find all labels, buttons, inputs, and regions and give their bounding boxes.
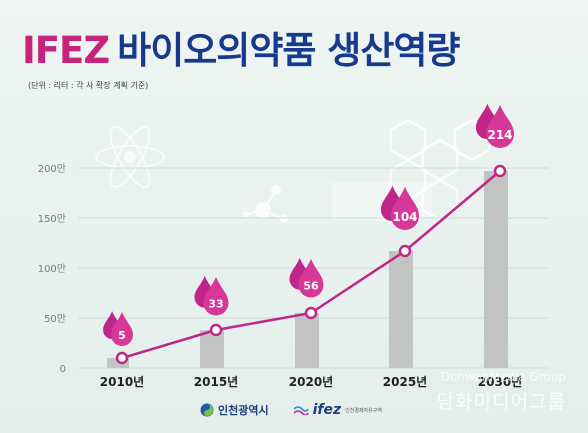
molecule-deco-icon bbox=[243, 185, 288, 223]
data-label: 214 bbox=[475, 103, 514, 148]
line-point bbox=[304, 306, 318, 320]
bar bbox=[200, 330, 224, 368]
data-label-value: 5 bbox=[118, 329, 126, 342]
ifez-subtitle: 인천경제자유구역 bbox=[345, 407, 382, 414]
data-label: 104 bbox=[380, 185, 419, 230]
incheon-name: 인천광역시 bbox=[218, 404, 269, 417]
bar bbox=[107, 358, 129, 368]
y-tick-label: 0 bbox=[60, 364, 66, 375]
x-tick-label: 2025년 bbox=[383, 375, 427, 389]
line-series bbox=[115, 164, 507, 365]
watermark-english: DonwahMedia Group bbox=[440, 370, 566, 384]
incheon-emblem-icon bbox=[200, 403, 214, 417]
watermark-korean: 담화미디어그룹 bbox=[436, 391, 566, 413]
x-tick-label: 2030년 bbox=[478, 375, 522, 389]
y-tick-label: 50만 bbox=[44, 313, 66, 325]
bar bbox=[484, 171, 508, 368]
bar bbox=[389, 251, 413, 368]
line-point bbox=[398, 244, 412, 258]
data-labels: 5 33 56 104 214 bbox=[103, 103, 514, 346]
line-point bbox=[493, 164, 507, 178]
data-label-value: 214 bbox=[487, 128, 512, 142]
bar bbox=[295, 313, 319, 368]
line-point bbox=[115, 351, 129, 365]
bars bbox=[107, 171, 508, 368]
ifez-wave-icon bbox=[293, 406, 309, 415]
unit-note: (단위 : 리터 : 각 사 확장 계획 기준) bbox=[28, 81, 149, 90]
data-label: 33 bbox=[194, 275, 229, 316]
decoration bbox=[95, 118, 491, 223]
data-label-value: 56 bbox=[303, 279, 319, 292]
page-title: IFEZ 바이오의약품 생산역량 bbox=[22, 20, 460, 74]
footer-logos: 인천광역시 ifez 인천경제자유구역 bbox=[200, 402, 382, 418]
ifez-logo: ifez 인천경제자유구역 bbox=[293, 402, 382, 418]
ifez-wordmark: ifez bbox=[312, 402, 342, 418]
x-tick-label: 2020년 bbox=[289, 375, 333, 389]
y-tick-label: 200만 bbox=[38, 163, 66, 175]
data-label-value: 33 bbox=[208, 297, 223, 310]
atom-deco-icon bbox=[95, 126, 165, 188]
data-label-value: 104 bbox=[392, 210, 417, 224]
data-label: 56 bbox=[289, 257, 324, 298]
title-brand: IFEZ bbox=[22, 29, 110, 72]
y-tick-label: 150만 bbox=[38, 213, 66, 225]
x-tick-label: 2010년 bbox=[100, 375, 144, 389]
y-tick-label: 100만 bbox=[38, 263, 66, 275]
line-point bbox=[209, 323, 223, 337]
title-text: 바이오의약품 생산역량 bbox=[117, 29, 460, 72]
x-tick-label: 2015년 bbox=[194, 375, 238, 389]
y-axis: 0 50만 100만 150만 200만 bbox=[38, 163, 66, 375]
x-axis: 2010년 2015년 2020년 2025년 2030년 bbox=[100, 375, 522, 389]
data-label: 5 bbox=[103, 311, 133, 346]
incheon-logo: 인천광역시 bbox=[200, 402, 269, 418]
